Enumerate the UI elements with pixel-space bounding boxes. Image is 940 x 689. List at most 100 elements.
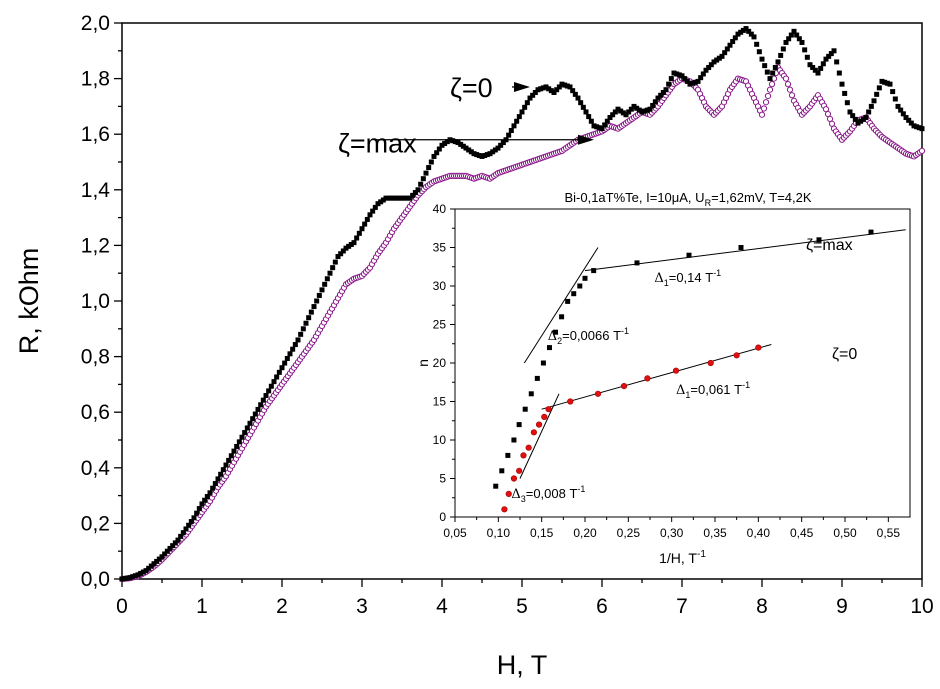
data-point-square xyxy=(375,201,381,207)
inset-x-tick-label: 0,50 xyxy=(833,526,857,540)
data-point-square xyxy=(282,360,288,366)
data-point-square xyxy=(874,91,880,97)
data-point-square xyxy=(674,71,680,77)
x-tick-label: 9 xyxy=(836,595,848,618)
data-point-square xyxy=(596,125,602,131)
data-point-square xyxy=(276,369,282,375)
inset-point-circle xyxy=(525,444,532,451)
data-point-square xyxy=(506,132,512,138)
inset-title-sub: R xyxy=(705,198,712,208)
data-point-square xyxy=(876,85,882,91)
data-point-circle xyxy=(762,99,770,106)
data-point-square xyxy=(458,141,464,147)
data-point-square xyxy=(700,71,706,77)
data-point-square xyxy=(626,109,632,115)
data-point-square xyxy=(618,108,624,114)
inset-x-tick-label: 0,20 xyxy=(573,526,597,540)
data-point-square xyxy=(831,48,837,54)
data-point-square xyxy=(335,254,341,260)
data-point-square xyxy=(471,151,477,157)
slope-symbol: Δ xyxy=(511,487,520,502)
data-point-square xyxy=(162,551,168,557)
data-point-square xyxy=(607,115,613,121)
data-point-square xyxy=(751,34,757,40)
data-point-square xyxy=(580,104,586,110)
x-tick-label: 4 xyxy=(436,595,448,618)
data-point-square xyxy=(556,84,562,90)
x-tick-label: 10 xyxy=(910,595,933,618)
inset-title-post: =1,62mV, T=4,2K xyxy=(711,190,812,205)
data-point-square xyxy=(178,533,184,539)
data-point-square xyxy=(786,36,792,42)
data-point-square xyxy=(871,98,877,104)
data-point-square xyxy=(210,485,216,491)
data-point-square xyxy=(119,576,125,582)
data-point-square xyxy=(866,109,872,115)
data-point-square xyxy=(135,572,141,578)
inset-y-tick-label: 30 xyxy=(433,279,447,293)
data-point-square xyxy=(524,100,530,106)
data-point-square xyxy=(746,28,752,34)
data-point-square xyxy=(724,46,730,52)
data-point-square xyxy=(834,59,840,65)
inset-point-square xyxy=(559,314,565,320)
data-point-square xyxy=(908,120,914,126)
data-point-square xyxy=(498,142,504,148)
data-point-square xyxy=(575,95,581,101)
data-point-square xyxy=(610,112,616,118)
data-point-square xyxy=(247,420,253,426)
data-point-square xyxy=(796,36,802,42)
data-point-square xyxy=(330,265,336,271)
data-point-square xyxy=(516,114,522,120)
data-point-circle xyxy=(766,86,774,93)
data-point-square xyxy=(444,139,450,145)
data-point-square xyxy=(599,126,605,132)
data-point-square xyxy=(466,147,472,153)
inset-y-tick-label: 10 xyxy=(433,433,447,447)
data-point-square xyxy=(295,337,301,343)
data-point-circle xyxy=(786,86,794,93)
data-point-square xyxy=(418,181,424,187)
data-point-square xyxy=(644,107,650,113)
data-point-square xyxy=(639,109,645,115)
inset-y-tick-label: 0 xyxy=(439,510,446,524)
inset-point-circle xyxy=(510,475,518,482)
inset-slope-label: Δ1=0,061 T-1 xyxy=(676,380,750,400)
data-point-square xyxy=(690,80,696,86)
data-point-square xyxy=(783,39,789,45)
data-point-square xyxy=(167,545,173,551)
data-point-square xyxy=(900,111,906,117)
data-point-square xyxy=(538,86,544,92)
data-point-square xyxy=(396,195,402,201)
data-point-square xyxy=(703,67,709,73)
data-point-square xyxy=(412,190,418,196)
data-point-square xyxy=(855,120,861,126)
inset-point-square xyxy=(528,391,534,397)
data-point-square xyxy=(666,81,672,87)
data-point-square xyxy=(780,46,786,52)
data-point-square xyxy=(490,149,496,155)
inset-x-axis-label: 1/H, T-1 xyxy=(659,549,706,566)
data-point-square xyxy=(511,123,517,129)
data-point-square xyxy=(756,49,762,55)
inset-slope-label: Δ1=0,14 T-1 xyxy=(654,268,721,288)
data-point-square xyxy=(818,65,824,71)
inset-x-tick-label: 0,55 xyxy=(877,526,901,540)
data-point-square xyxy=(519,109,525,115)
data-point-square xyxy=(215,476,221,482)
inset-point-square xyxy=(868,229,874,235)
data-point-square xyxy=(823,56,829,62)
data-point-square xyxy=(860,116,866,122)
slope-sup: -1 xyxy=(621,326,629,336)
data-point-square xyxy=(460,143,466,149)
data-point-square xyxy=(394,195,400,201)
inset-point-square xyxy=(493,483,499,489)
inset-point-square xyxy=(534,375,540,381)
curve-label: ζ=0 xyxy=(450,73,493,103)
data-point-square xyxy=(543,84,549,90)
inset-background xyxy=(418,207,918,575)
data-point-square xyxy=(450,138,456,144)
data-point-square xyxy=(826,53,832,59)
data-point-square xyxy=(647,106,653,112)
data-point-square xyxy=(271,379,277,385)
